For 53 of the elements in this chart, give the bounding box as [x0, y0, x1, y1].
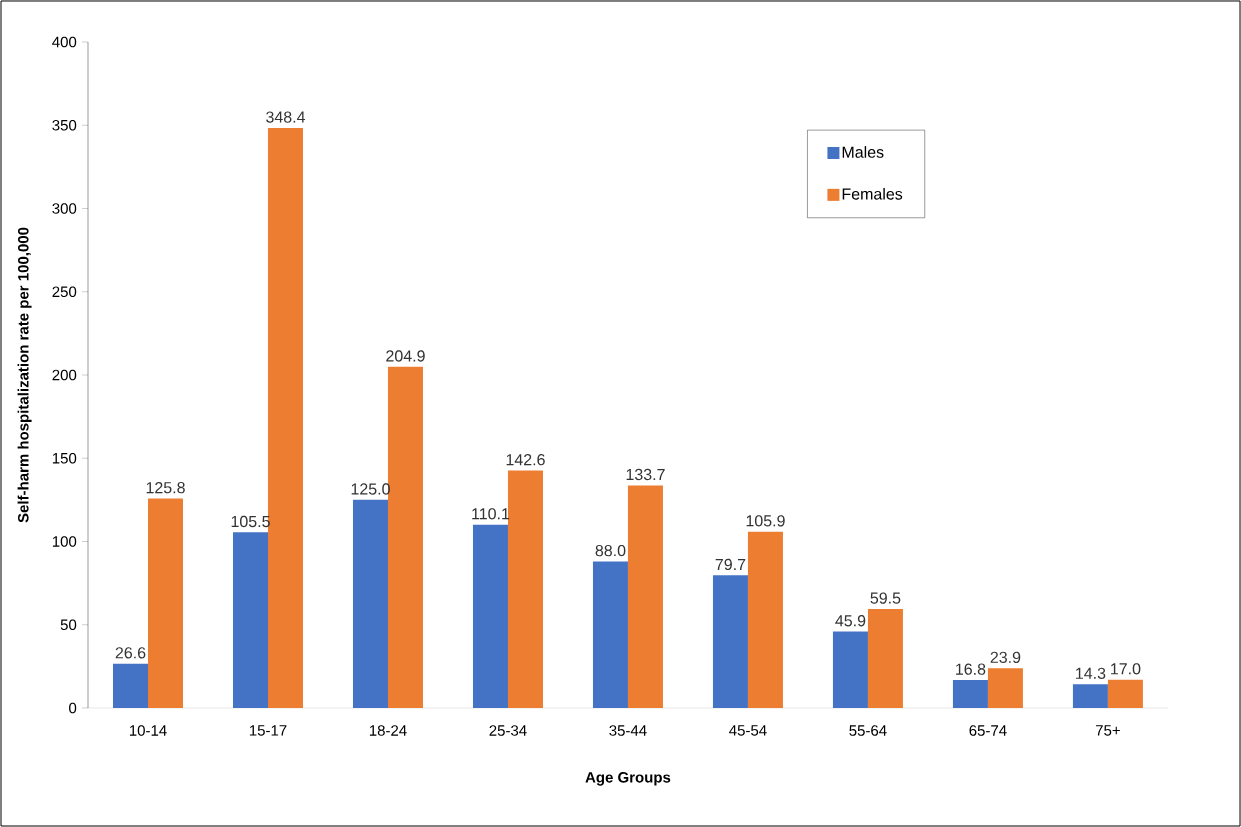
data-label: 59.5	[870, 592, 901, 604]
x-tick-label: 25-34	[489, 725, 527, 736]
data-label: 79.7	[715, 558, 746, 571]
y-tick-label: 100	[52, 536, 77, 547]
data-label: 26.6	[115, 647, 146, 659]
y-tick-label: 50	[60, 619, 77, 631]
bar	[592, 561, 628, 708]
bar	[148, 498, 183, 708]
data-label: 105.9	[746, 515, 785, 527]
bar	[832, 631, 868, 708]
y-axis-title: Self-harm hospitalization rate per 100,000	[17, 227, 32, 523]
bar	[747, 531, 783, 708]
x-tick-label: 10-14	[129, 725, 167, 736]
x-tick-label: 15-17	[249, 725, 287, 736]
data-label: 88.0	[595, 544, 626, 557]
bar	[987, 668, 1023, 708]
x-tick-label: 65-74	[969, 725, 1007, 736]
x-tick-label: 35-44	[609, 725, 647, 736]
x-tick-label: 18-24	[369, 725, 407, 736]
bar	[472, 524, 508, 708]
data-label: 125.8	[146, 482, 185, 494]
legend-label: Females	[842, 187, 903, 200]
y-tick-label: 200	[52, 369, 77, 381]
data-label: 23.9	[990, 651, 1021, 664]
data-label: 204.9	[386, 350, 425, 362]
data-label: 17.0	[1111, 663, 1141, 675]
bar	[712, 575, 748, 708]
data-label: 133.7	[626, 468, 665, 481]
x-tick-label: 75+	[1095, 725, 1120, 736]
data-label: 142.6	[506, 454, 545, 466]
bar	[1072, 684, 1108, 708]
bar	[507, 470, 543, 708]
x-tick-label: 55-64	[849, 725, 887, 736]
y-tick-label: 300	[52, 203, 77, 214]
bar	[232, 532, 268, 708]
data-label: 14.3	[1076, 667, 1106, 679]
y-tick-label: 400	[52, 36, 77, 48]
y-tick-label: 0	[69, 702, 77, 714]
y-tick-label: 150	[52, 452, 77, 464]
bar	[952, 680, 988, 708]
bar	[113, 663, 148, 708]
data-label: 348.4	[266, 111, 306, 123]
data-label: 16.8	[956, 663, 986, 675]
y-tick-label: 250	[52, 286, 77, 298]
legend-label: Males	[842, 146, 884, 158]
bar	[1107, 679, 1143, 708]
bar	[627, 485, 663, 708]
y-tick-label: 350	[52, 119, 77, 131]
x-axis-title: Age Groups	[585, 772, 671, 786]
x-tick-label: 45-54	[729, 725, 767, 736]
bar	[867, 608, 903, 708]
bar	[352, 499, 388, 708]
data-label: 45.9	[835, 615, 866, 627]
